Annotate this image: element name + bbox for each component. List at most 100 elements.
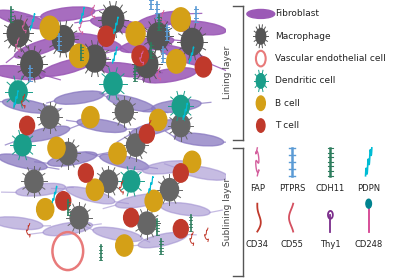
Ellipse shape xyxy=(66,187,115,204)
Circle shape xyxy=(56,192,71,210)
Circle shape xyxy=(136,51,158,78)
Circle shape xyxy=(145,190,162,211)
Text: Macrophage: Macrophage xyxy=(275,32,330,41)
Text: Thy1: Thy1 xyxy=(320,240,341,249)
Text: Fibroblast: Fibroblast xyxy=(275,9,319,18)
Text: Dendritic cell: Dendritic cell xyxy=(275,76,335,85)
Circle shape xyxy=(100,170,118,193)
Ellipse shape xyxy=(77,119,126,133)
Ellipse shape xyxy=(2,99,52,113)
Ellipse shape xyxy=(160,203,210,216)
Ellipse shape xyxy=(0,66,45,80)
Circle shape xyxy=(25,170,43,193)
Circle shape xyxy=(132,46,148,66)
Ellipse shape xyxy=(91,17,144,33)
Text: CDH11: CDH11 xyxy=(316,184,345,193)
Ellipse shape xyxy=(138,232,187,248)
Circle shape xyxy=(115,100,133,123)
Ellipse shape xyxy=(68,33,122,50)
Circle shape xyxy=(122,171,140,192)
Circle shape xyxy=(366,199,372,208)
Ellipse shape xyxy=(159,45,212,66)
Ellipse shape xyxy=(247,9,275,18)
Ellipse shape xyxy=(48,152,97,166)
Circle shape xyxy=(14,134,31,156)
Circle shape xyxy=(21,51,42,78)
Ellipse shape xyxy=(100,154,149,170)
Circle shape xyxy=(48,137,65,158)
Circle shape xyxy=(257,119,265,132)
Circle shape xyxy=(172,95,189,117)
Circle shape xyxy=(181,28,203,55)
Ellipse shape xyxy=(116,194,165,208)
Circle shape xyxy=(70,44,88,68)
Ellipse shape xyxy=(152,100,201,112)
Circle shape xyxy=(173,164,188,182)
Circle shape xyxy=(78,164,93,182)
Text: CD34: CD34 xyxy=(246,240,269,249)
Ellipse shape xyxy=(174,133,224,146)
Circle shape xyxy=(40,16,59,40)
Circle shape xyxy=(184,151,201,172)
Circle shape xyxy=(126,134,145,156)
Ellipse shape xyxy=(16,183,66,196)
Circle shape xyxy=(171,8,190,31)
Circle shape xyxy=(173,220,188,238)
Ellipse shape xyxy=(41,57,94,76)
Circle shape xyxy=(160,179,178,201)
Ellipse shape xyxy=(120,37,174,52)
Ellipse shape xyxy=(136,11,190,28)
Text: CD248: CD248 xyxy=(354,240,383,249)
Text: FAP: FAP xyxy=(250,184,265,193)
Circle shape xyxy=(138,212,156,234)
Ellipse shape xyxy=(97,62,151,77)
Circle shape xyxy=(70,206,88,229)
Ellipse shape xyxy=(179,166,228,180)
Circle shape xyxy=(172,114,190,137)
Ellipse shape xyxy=(142,161,192,174)
Text: B cell: B cell xyxy=(275,99,300,108)
Text: CD55: CD55 xyxy=(281,240,304,249)
Ellipse shape xyxy=(142,68,196,83)
Circle shape xyxy=(86,179,104,200)
Circle shape xyxy=(82,107,99,128)
Circle shape xyxy=(126,22,145,45)
Circle shape xyxy=(59,142,77,165)
Text: T cell: T cell xyxy=(275,121,299,130)
Circle shape xyxy=(37,199,54,220)
Circle shape xyxy=(256,28,266,44)
Circle shape xyxy=(102,6,124,33)
Circle shape xyxy=(167,50,186,73)
Ellipse shape xyxy=(21,126,70,142)
Circle shape xyxy=(116,235,133,256)
Circle shape xyxy=(52,26,74,52)
Circle shape xyxy=(256,96,265,110)
Ellipse shape xyxy=(107,95,156,112)
Ellipse shape xyxy=(14,37,67,58)
Ellipse shape xyxy=(93,227,142,242)
Circle shape xyxy=(147,23,169,50)
Circle shape xyxy=(20,116,34,135)
Ellipse shape xyxy=(172,21,226,35)
Text: Vascular endothelial cell: Vascular endothelial cell xyxy=(275,54,386,63)
Ellipse shape xyxy=(0,10,49,29)
Text: PTPRS: PTPRS xyxy=(279,184,305,193)
Circle shape xyxy=(256,74,265,88)
Circle shape xyxy=(9,81,27,103)
Ellipse shape xyxy=(54,91,104,104)
Ellipse shape xyxy=(41,7,95,21)
Text: PDPN: PDPN xyxy=(357,184,380,193)
Circle shape xyxy=(195,57,212,77)
Text: Lining layer: Lining layer xyxy=(223,46,232,99)
Ellipse shape xyxy=(0,154,47,170)
Ellipse shape xyxy=(43,222,92,236)
Circle shape xyxy=(140,125,154,143)
Circle shape xyxy=(150,109,167,131)
Ellipse shape xyxy=(129,120,178,137)
Circle shape xyxy=(109,143,126,164)
Circle shape xyxy=(124,208,138,227)
Circle shape xyxy=(7,20,29,47)
Circle shape xyxy=(104,73,122,95)
Text: Sublining layer: Sublining layer xyxy=(223,178,232,246)
Circle shape xyxy=(84,45,106,72)
